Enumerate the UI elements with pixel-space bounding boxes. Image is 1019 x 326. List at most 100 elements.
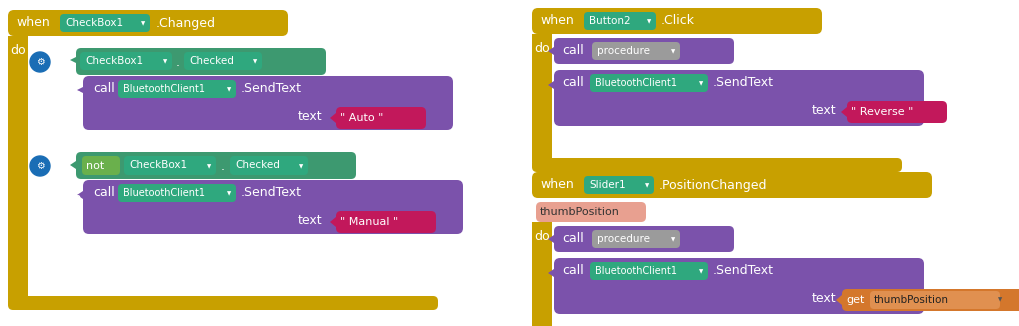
Circle shape xyxy=(30,52,50,72)
Text: call: call xyxy=(93,186,114,200)
Text: .SendText: .SendText xyxy=(240,82,302,96)
FancyBboxPatch shape xyxy=(8,36,28,300)
Text: ▼: ▼ xyxy=(997,298,1002,303)
Text: do: do xyxy=(534,41,549,54)
Text: procedure: procedure xyxy=(596,234,649,244)
Text: .: . xyxy=(221,159,225,172)
Text: if: if xyxy=(54,55,62,68)
Text: ⚙: ⚙ xyxy=(36,57,45,67)
Text: " Auto ": " Auto " xyxy=(339,113,383,123)
Text: call: call xyxy=(561,264,583,277)
FancyBboxPatch shape xyxy=(229,156,308,175)
FancyBboxPatch shape xyxy=(841,289,1019,311)
FancyBboxPatch shape xyxy=(532,8,821,34)
Text: then: then xyxy=(54,191,83,204)
FancyBboxPatch shape xyxy=(83,76,452,130)
FancyBboxPatch shape xyxy=(76,48,326,75)
Text: ▼: ▼ xyxy=(253,60,257,65)
FancyBboxPatch shape xyxy=(118,184,235,202)
Text: procedure: procedure xyxy=(596,46,649,56)
Text: then: then xyxy=(54,87,83,100)
Text: ▼: ▼ xyxy=(163,60,167,65)
FancyBboxPatch shape xyxy=(535,202,645,222)
Text: ▼: ▼ xyxy=(646,20,650,24)
Text: thumbPosition: thumbPosition xyxy=(539,207,620,217)
Text: call: call xyxy=(561,232,583,245)
Text: CheckBox1: CheckBox1 xyxy=(128,160,186,170)
Text: Checked: Checked xyxy=(234,160,279,170)
FancyBboxPatch shape xyxy=(532,34,551,162)
Polygon shape xyxy=(330,113,335,123)
Text: .SendText: .SendText xyxy=(240,186,302,200)
FancyBboxPatch shape xyxy=(553,258,923,314)
FancyBboxPatch shape xyxy=(846,101,946,123)
FancyBboxPatch shape xyxy=(79,52,172,70)
FancyBboxPatch shape xyxy=(60,14,150,32)
Text: CheckBox1: CheckBox1 xyxy=(65,18,123,28)
FancyBboxPatch shape xyxy=(82,156,120,175)
FancyBboxPatch shape xyxy=(589,262,707,280)
FancyBboxPatch shape xyxy=(584,176,653,194)
Text: .SendText: .SendText xyxy=(712,77,773,90)
Text: " Reverse ": " Reverse " xyxy=(850,107,912,117)
Polygon shape xyxy=(547,269,553,277)
Text: .Changed: .Changed xyxy=(156,17,216,29)
Polygon shape xyxy=(76,191,83,199)
Text: .PositionChanged: .PositionChanged xyxy=(658,179,766,191)
FancyBboxPatch shape xyxy=(532,158,901,172)
Text: get: get xyxy=(845,295,863,305)
Text: text: text xyxy=(298,214,322,227)
Text: ▼: ▼ xyxy=(207,164,211,169)
Text: BluetoothClient1: BluetoothClient1 xyxy=(123,84,205,94)
FancyBboxPatch shape xyxy=(584,12,655,30)
Circle shape xyxy=(30,156,50,176)
Text: ▼: ▼ xyxy=(698,270,702,274)
Text: when: when xyxy=(16,17,50,29)
FancyBboxPatch shape xyxy=(335,107,426,129)
Polygon shape xyxy=(547,47,553,55)
Text: ▼: ▼ xyxy=(227,87,231,93)
Text: text: text xyxy=(811,291,836,304)
Text: call: call xyxy=(561,77,583,90)
FancyBboxPatch shape xyxy=(869,291,999,309)
FancyBboxPatch shape xyxy=(589,74,707,92)
Text: .: . xyxy=(176,55,179,68)
FancyBboxPatch shape xyxy=(76,152,356,179)
Text: text: text xyxy=(811,103,836,116)
Text: .Click: .Click xyxy=(660,14,694,27)
Text: call: call xyxy=(561,45,583,57)
FancyBboxPatch shape xyxy=(591,230,680,248)
FancyBboxPatch shape xyxy=(8,296,437,310)
FancyBboxPatch shape xyxy=(532,222,551,326)
Polygon shape xyxy=(547,81,553,89)
FancyBboxPatch shape xyxy=(335,211,435,233)
FancyBboxPatch shape xyxy=(553,70,923,126)
FancyBboxPatch shape xyxy=(532,172,931,198)
Polygon shape xyxy=(70,57,76,63)
Text: call: call xyxy=(93,82,114,96)
Text: ▼: ▼ xyxy=(671,238,675,243)
Text: if: if xyxy=(54,159,62,172)
Text: text: text xyxy=(298,110,322,123)
Text: BluetoothClient1: BluetoothClient1 xyxy=(123,188,205,198)
FancyBboxPatch shape xyxy=(8,10,287,36)
Polygon shape xyxy=(330,217,335,227)
Text: ⚙: ⚙ xyxy=(36,161,45,171)
FancyBboxPatch shape xyxy=(118,80,235,98)
Text: BluetoothClient1: BluetoothClient1 xyxy=(594,266,677,276)
Polygon shape xyxy=(76,87,83,93)
Text: BluetoothClient1: BluetoothClient1 xyxy=(594,78,677,88)
Text: ▼: ▼ xyxy=(698,82,702,86)
Text: when: when xyxy=(539,14,573,27)
Text: CheckBox1: CheckBox1 xyxy=(85,56,143,66)
Text: .SendText: .SendText xyxy=(712,264,773,277)
Text: Checked: Checked xyxy=(189,56,233,66)
Text: do: do xyxy=(534,230,549,243)
Text: do: do xyxy=(10,43,25,56)
Polygon shape xyxy=(70,161,76,169)
Text: " Manual ": " Manual " xyxy=(339,217,397,227)
Text: ▼: ▼ xyxy=(644,184,649,188)
Text: ▼: ▼ xyxy=(141,22,145,26)
FancyBboxPatch shape xyxy=(553,38,734,64)
FancyBboxPatch shape xyxy=(553,226,734,252)
